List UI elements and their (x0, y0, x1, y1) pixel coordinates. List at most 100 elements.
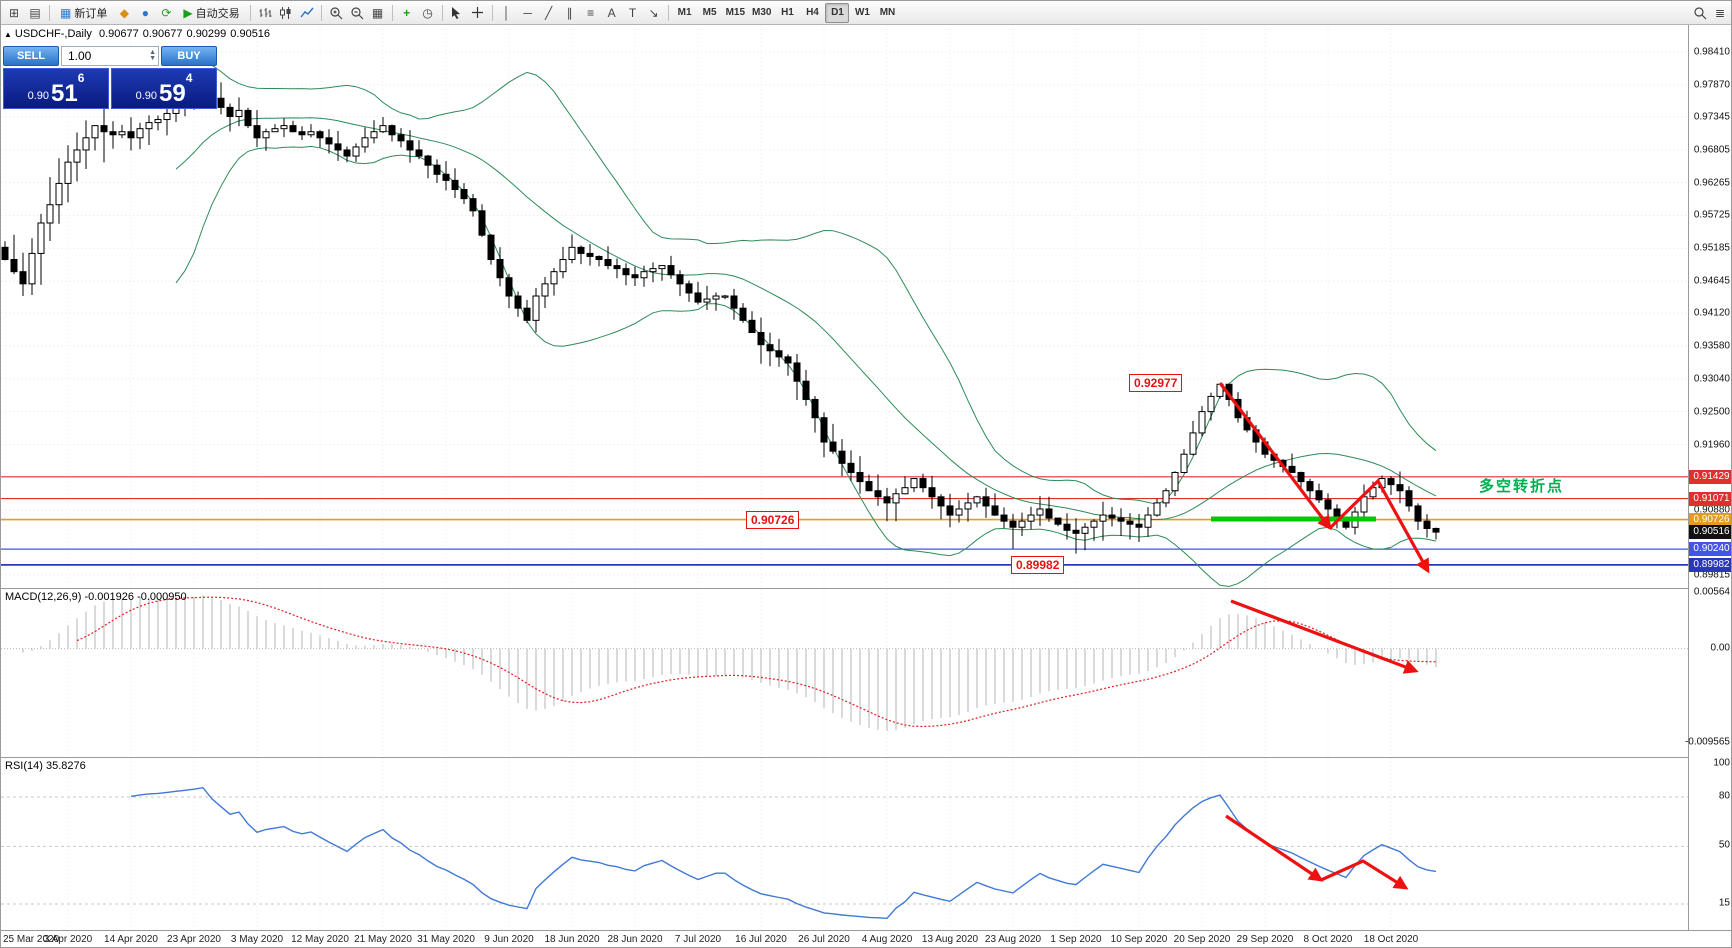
timeframe-w1-button[interactable]: W1 (850, 3, 874, 23)
indicators-button[interactable]: + (397, 3, 417, 23)
macd-canvas[interactable] (1, 589, 1688, 757)
main-toolbar: ⊞ ▤ ▦ 新订单 ◆ ● ⟳ ▶ 自动交易 ▦ + ◷ │ ─ ╱ ∥ ≡ A T… (1, 1, 1731, 25)
rsi-axis-15: 15 (1718, 897, 1730, 909)
buy-price-big: 59 (159, 80, 186, 107)
autotrading-button[interactable]: ▶ 自动交易 (177, 3, 245, 23)
timeframe-m1-button[interactable]: M1 (673, 3, 697, 23)
arrows-tool-button[interactable]: ↘ (644, 3, 664, 23)
date-label-14: 4 Aug 2020 (861, 934, 913, 945)
toolbar-separator (49, 4, 50, 21)
zoom-in-button[interactable] (326, 3, 346, 23)
price-annotation-0.90726: 0.90726 (746, 511, 800, 529)
date-label-21: 8 Oct 2020 (1303, 934, 1353, 945)
ohlc-open: 0.90677 (98, 28, 139, 40)
text-label-icon: T (628, 5, 637, 20)
refresh-icon: ⟳ (161, 5, 172, 20)
date-axis[interactable]: 25 Mar 2020 3 Apr 2020 14 Apr 2020 23 Apr 2… (1, 930, 1731, 947)
new-order-icon: ▦ (60, 5, 72, 20)
period-templates-button[interactable]: ◷ (418, 3, 438, 23)
timeframe-m30-button[interactable]: M30 (749, 3, 774, 23)
menu-icon: ≣ (1714, 5, 1726, 20)
toolbar-menu-button[interactable]: ≣ (1710, 3, 1730, 23)
sell-price-prefix: 0.90 (27, 90, 50, 102)
rsi-panel: RSI(14) 35.8276 (1, 757, 1688, 930)
timeframe-mn-button[interactable]: MN (875, 3, 899, 23)
toolbar-separator (667, 4, 669, 21)
new-order-label: 新订单 (74, 7, 108, 20)
new-order-button[interactable]: ▦ 新订单 (54, 3, 113, 23)
channel-button[interactable]: ∥ (560, 3, 580, 23)
market-watch-button[interactable]: ● (135, 3, 155, 23)
new-chart-icon: ⊞ (8, 5, 20, 20)
sell-button[interactable]: SELL (3, 46, 59, 66)
rsi-canvas[interactable] (1, 758, 1688, 930)
timeframe-toolbar: M1 M5 M15 M30 H1 H4 D1 W1 MN (673, 2, 900, 23)
buy-button[interactable]: BUY (161, 46, 217, 66)
cursor-button[interactable] (447, 3, 467, 23)
crosshair-button[interactable] (468, 3, 488, 23)
macd-axis-0.00564: 0.00564 (1693, 586, 1730, 598)
sell-price-display[interactable]: 0.90 51 6 (3, 68, 109, 109)
vertical-line-button[interactable]: │ (497, 3, 517, 23)
timeframe-h4-button[interactable]: H4 (800, 3, 824, 23)
bar-chart-button[interactable] (255, 3, 275, 23)
toolbar-separator (320, 4, 322, 21)
buy-price-display[interactable]: 0.90 59 4 (111, 68, 217, 109)
price-badge-0.90726: 0.90726 (1689, 512, 1731, 527)
price-tick-0.91960: 0.91960 (1693, 439, 1730, 450)
ohlc-close: 0.90516 (230, 28, 271, 40)
channel-icon: ∥ (566, 5, 573, 20)
volume-stepper[interactable]: 1.00 ▲ ▼ (61, 46, 159, 66)
timeframe-m15-button[interactable]: M15 (723, 3, 748, 23)
fibonacci-button[interactable]: ≡ (581, 3, 601, 23)
volume-down-icon[interactable]: ▼ (149, 55, 156, 62)
candlestick-chart-icon (279, 6, 291, 19)
price-annotation-0.92977: 0.92977 (1129, 374, 1183, 392)
price-tick-0.89815: 0.89815 (1693, 569, 1730, 581)
timeframe-d1-button[interactable]: D1 (825, 2, 850, 23)
date-label-1: 3 Apr 2020 (43, 934, 93, 945)
tile-windows-button[interactable]: ▦ (368, 3, 388, 23)
search-button[interactable] (1690, 3, 1710, 23)
chart-title: ▲ USDCHF-,Daily 0.90677 0.90677 0.90299 0.90… (4, 28, 274, 40)
toolbar-separator (391, 4, 393, 21)
price-tick-0.94645: 0.94645 (1693, 275, 1730, 287)
price-badge-0.90516: 0.90516 (1689, 525, 1731, 540)
volume-up-icon[interactable]: ▲ (149, 49, 156, 56)
price-tick-0.97345: 0.97345 (1693, 111, 1730, 123)
text-button[interactable]: A (602, 3, 622, 23)
profiles-button[interactable]: ▤ (25, 3, 45, 23)
trendline-button[interactable]: ╱ (539, 3, 559, 23)
rsi-label: RSI(14) 35.8276 (5, 760, 86, 772)
date-label-17: 1 Sep 2020 (1050, 934, 1102, 945)
date-label-9: 18 Jun 2020 (544, 934, 600, 945)
new-chart-button[interactable]: ⊞ (4, 3, 24, 23)
price-tick-0.96805: 0.96805 (1693, 144, 1730, 156)
volume-spin-buttons[interactable]: ▲ ▼ (149, 49, 156, 62)
chart-expand-icon[interactable]: ▲ (4, 30, 12, 39)
strategy-tester-button[interactable]: ⟳ (156, 3, 176, 23)
horizontal-line-button[interactable]: ─ (518, 3, 538, 23)
toolbar-separator (491, 4, 493, 21)
zoom-out-button[interactable] (347, 3, 367, 23)
text-label-button[interactable]: T (623, 3, 643, 23)
vertical-line-icon: │ (502, 5, 511, 20)
price-badge-0.91429: 0.91429 (1689, 469, 1731, 484)
timeframe-h1-button[interactable]: H1 (775, 3, 799, 23)
price-axis[interactable]: 0.98410 0.97870 0.97345 0.96805 0.96265 0.957… (1685, 25, 1731, 930)
price-tick-0.96265: 0.96265 (1693, 177, 1730, 188)
clock-icon: ◷ (422, 5, 433, 20)
date-label-8: 9 Jun 2020 (484, 934, 534, 945)
metaeditor-button[interactable]: ◆ (114, 3, 134, 23)
toolbar-separator (249, 4, 251, 21)
timeframe-m5-button[interactable]: M5 (698, 3, 722, 23)
line-chart-button[interactable] (297, 3, 317, 23)
price-tick-0.95725: 0.95725 (1693, 209, 1730, 221)
main-chart-canvas[interactable] (1, 25, 1688, 588)
date-label-20: 29 Sep 2020 (1236, 934, 1294, 945)
candlestick-chart-button[interactable] (276, 3, 296, 23)
price-badge-0.91071: 0.91071 (1689, 491, 1731, 506)
text-icon: A (607, 5, 616, 20)
ohlc-high: 0.90677 (142, 28, 183, 40)
price-badge-0.89982: 0.89982 (1689, 557, 1731, 572)
